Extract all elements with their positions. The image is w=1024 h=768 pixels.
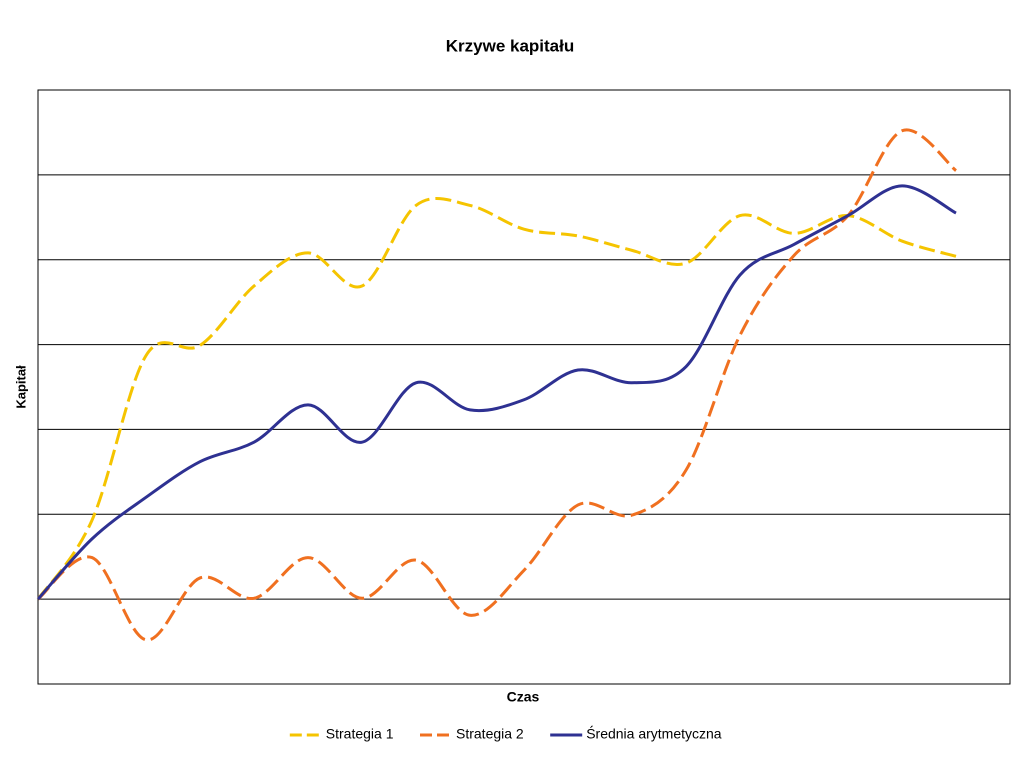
series-line bbox=[36, 128, 957, 642]
legend-label: Strategia 2 bbox=[456, 726, 524, 742]
x-axis-label: Czas bbox=[507, 689, 540, 705]
legend-label: Strategia 1 bbox=[326, 726, 394, 742]
plot-area bbox=[37, 89, 1011, 685]
legend-label: Średnia arytmetyczna bbox=[586, 725, 722, 742]
series-line bbox=[36, 184, 957, 601]
series-line bbox=[36, 196, 957, 601]
y-axis-label: Kapitał bbox=[13, 365, 28, 409]
chart-title: Krzywe kapitału bbox=[446, 36, 575, 55]
